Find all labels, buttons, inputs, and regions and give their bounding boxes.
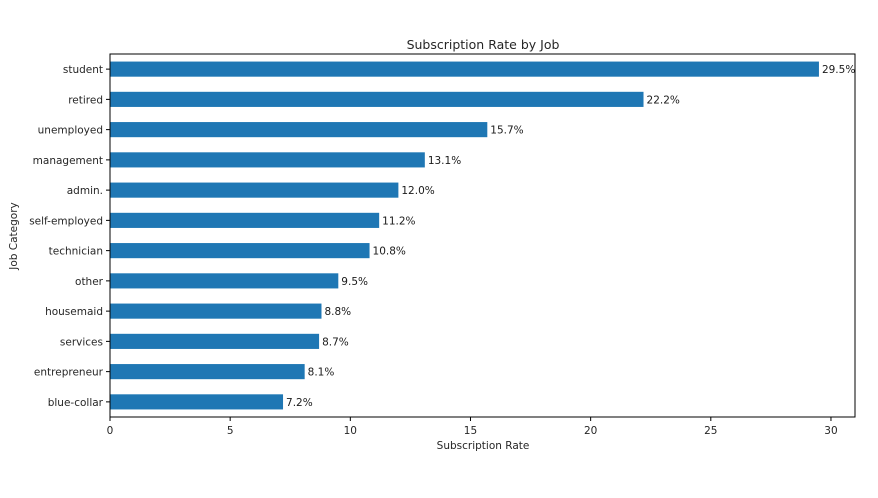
bar-admin xyxy=(110,182,399,198)
plot-frame xyxy=(109,53,856,418)
x-tick-label: 0 xyxy=(107,425,114,437)
data-label: 13.1% xyxy=(428,155,461,167)
x-tick-label: 25 xyxy=(704,425,717,437)
data-labels-layer: 29.5% 22.2% 15.7% 13.1% 12.0% 11.2% 10.8% 9.5% 8… xyxy=(286,64,855,409)
y-tick-label: retired xyxy=(68,94,103,106)
bar-self-employed xyxy=(110,212,380,228)
bar-services xyxy=(110,333,320,349)
bar-technician xyxy=(110,243,370,259)
y-axis: student retired unemployed management admin.… xyxy=(29,64,110,409)
bar-unemployed xyxy=(110,122,488,138)
data-label: 22.2% xyxy=(647,94,680,106)
y-tick-label: admin. xyxy=(67,185,103,197)
y-tick-label: housemaid xyxy=(45,306,103,318)
data-label: 7.2% xyxy=(286,397,313,409)
x-axis-title: Subscription Rate xyxy=(437,440,530,452)
y-tick-label: student xyxy=(63,64,103,76)
bar-management xyxy=(110,152,425,168)
y-tick-label: other xyxy=(75,276,104,288)
bar-retired xyxy=(110,91,644,107)
y-tick-label: entrepreneur xyxy=(34,367,104,379)
x-axis: 0 5 10 15 20 25 30 xyxy=(107,417,838,437)
x-tick-label: 15 xyxy=(464,425,477,437)
bar-student xyxy=(110,61,819,77)
data-label: 8.7% xyxy=(322,336,349,348)
y-tick-label: services xyxy=(60,336,103,348)
bar-other xyxy=(110,273,339,289)
data-label: 12.0% xyxy=(401,185,434,197)
x-tick-label: 20 xyxy=(584,425,597,437)
x-tick-label: 5 xyxy=(227,425,234,437)
data-label: 10.8% xyxy=(373,246,406,258)
data-label: 15.7% xyxy=(490,125,523,137)
y-tick-label: unemployed xyxy=(38,125,103,137)
chart-title: Subscription Rate by Job xyxy=(407,37,560,52)
x-tick-label: 10 xyxy=(344,425,357,437)
y-tick-label: technician xyxy=(49,246,103,258)
bar-housemaid xyxy=(110,303,322,319)
y-tick-label: self-employed xyxy=(29,215,103,227)
data-label: 11.2% xyxy=(382,215,415,227)
bar-entrepreneur xyxy=(110,364,305,380)
y-tick-label: blue-collar xyxy=(48,397,104,409)
bars-layer xyxy=(110,61,819,410)
data-label: 8.8% xyxy=(324,306,351,318)
y-axis-title: Job Category xyxy=(8,202,20,271)
data-label: 29.5% xyxy=(822,64,855,76)
y-tick-label: management xyxy=(33,155,103,167)
data-label: 9.5% xyxy=(341,276,368,288)
bar-blue-collar xyxy=(110,394,284,410)
x-tick-label: 30 xyxy=(824,425,837,437)
data-label: 8.1% xyxy=(308,367,335,379)
